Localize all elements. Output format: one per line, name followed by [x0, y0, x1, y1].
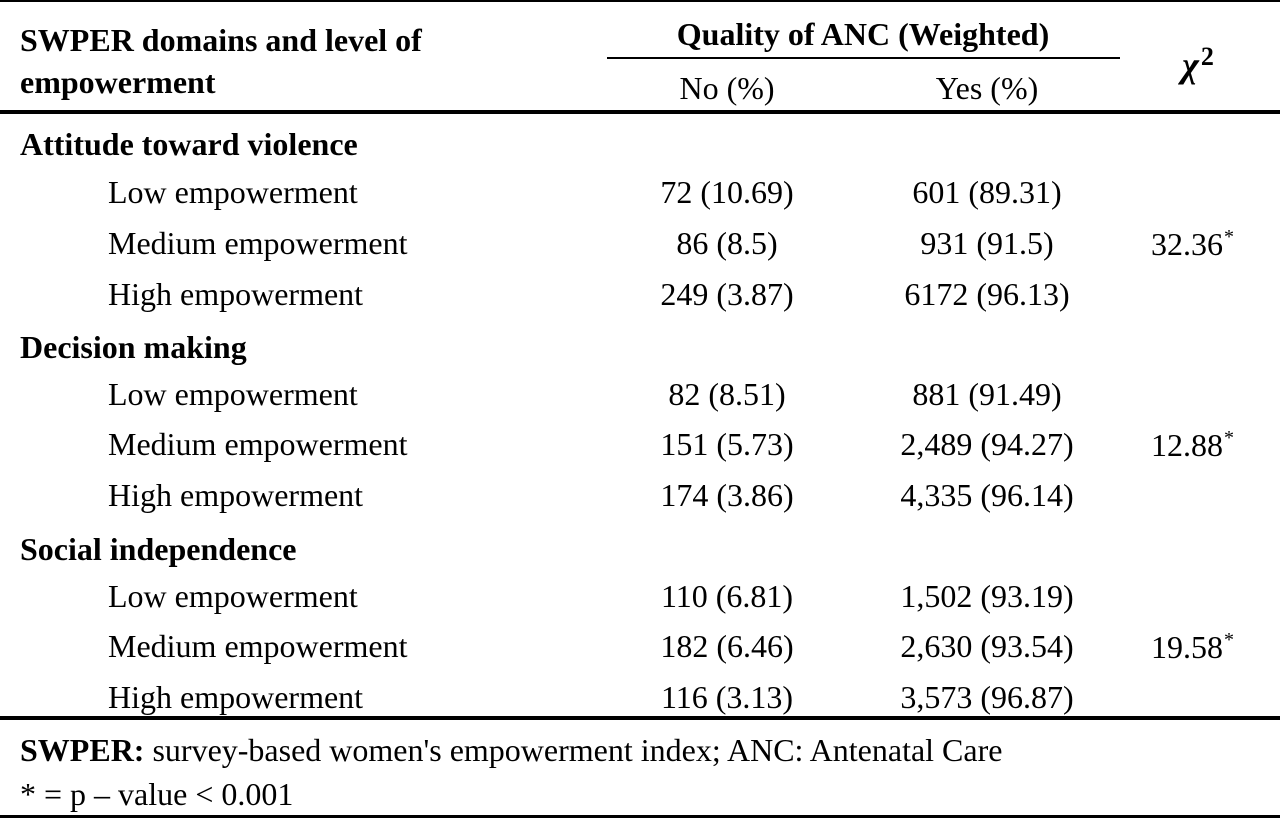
- level-label: Low empowerment: [108, 376, 358, 412]
- chi-symbol: χ: [1182, 45, 1199, 85]
- no-value: 110 (6.81): [660, 578, 794, 614]
- yes-value: 3,573 (96.87): [900, 679, 1074, 715]
- no-value: 174 (3.86): [660, 477, 794, 513]
- no-column-header: No (%): [679, 70, 775, 106]
- yes-value: 601 (89.31): [912, 174, 1062, 210]
- yes-value: 6172 (96.13): [904, 276, 1070, 312]
- significance-mark: *: [1224, 629, 1234, 651]
- body-bottom-rule: [0, 716, 1280, 720]
- chi-superscript: 2: [1200, 42, 1214, 71]
- chi-square-value: 19.58*: [1151, 630, 1234, 663]
- anc-quality-group-header: Quality of ANC (Weighted): [676, 16, 1050, 52]
- chi-square-number: 19.58: [1151, 629, 1223, 665]
- yes-value: 2,489 (94.27): [900, 426, 1074, 462]
- section-title: Social independence: [20, 531, 297, 567]
- significance-mark: *: [1224, 226, 1234, 248]
- chi-square-column-header: χ2: [1182, 42, 1214, 85]
- level-label: Medium empowerment: [108, 225, 408, 261]
- level-label: Medium empowerment: [108, 628, 408, 664]
- no-value: 249 (3.87): [660, 276, 794, 312]
- group-underline: [607, 57, 1120, 59]
- section-title: Attitude toward violence: [20, 126, 358, 162]
- abbreviation-text: survey-based women's empowerment index; …: [144, 732, 1003, 768]
- yes-value: 881 (91.49): [912, 376, 1062, 412]
- yes-value: 931 (91.5): [920, 225, 1054, 261]
- chi-square-value: 32.36*: [1151, 227, 1234, 260]
- no-value: 151 (5.73): [660, 426, 794, 462]
- domain-column-header-line2: empowerment: [20, 64, 216, 100]
- yes-column-header: Yes (%): [935, 70, 1039, 106]
- chi-square-number: 32.36: [1151, 226, 1223, 262]
- no-value: 82 (8.51): [668, 376, 786, 412]
- no-value: 72 (10.69): [660, 174, 794, 210]
- level-label: Medium empowerment: [108, 426, 408, 462]
- level-label: Low empowerment: [108, 174, 358, 210]
- top-rule: [0, 0, 1280, 2]
- chi-square-value: 12.88*: [1151, 428, 1234, 461]
- no-value: 86 (8.5): [676, 225, 778, 261]
- abbreviation-note: SWPER: survey-based women's empowerment …: [20, 734, 1002, 766]
- chi-square-number: 12.88: [1151, 427, 1223, 463]
- header-bottom-rule: [0, 110, 1280, 114]
- no-value: 182 (6.46): [660, 628, 794, 664]
- level-label: High empowerment: [108, 477, 364, 513]
- yes-value: 4,335 (96.14): [900, 477, 1074, 513]
- domain-column-header: SWPER domains and level of: [20, 22, 422, 58]
- abbreviation-term: SWPER:: [20, 732, 145, 768]
- significance-note: * = p – value < 0.001: [20, 776, 294, 812]
- significance-mark: *: [1224, 427, 1234, 449]
- bottom-rule: [0, 815, 1280, 818]
- level-label: Low empowerment: [108, 578, 358, 614]
- no-value: 116 (3.13): [660, 679, 794, 715]
- yes-value: 2,630 (93.54): [900, 628, 1074, 664]
- section-title: Decision making: [20, 329, 247, 365]
- yes-value: 1,502 (93.19): [900, 578, 1074, 614]
- level-label: High empowerment: [108, 276, 364, 312]
- level-label: High empowerment: [108, 679, 364, 715]
